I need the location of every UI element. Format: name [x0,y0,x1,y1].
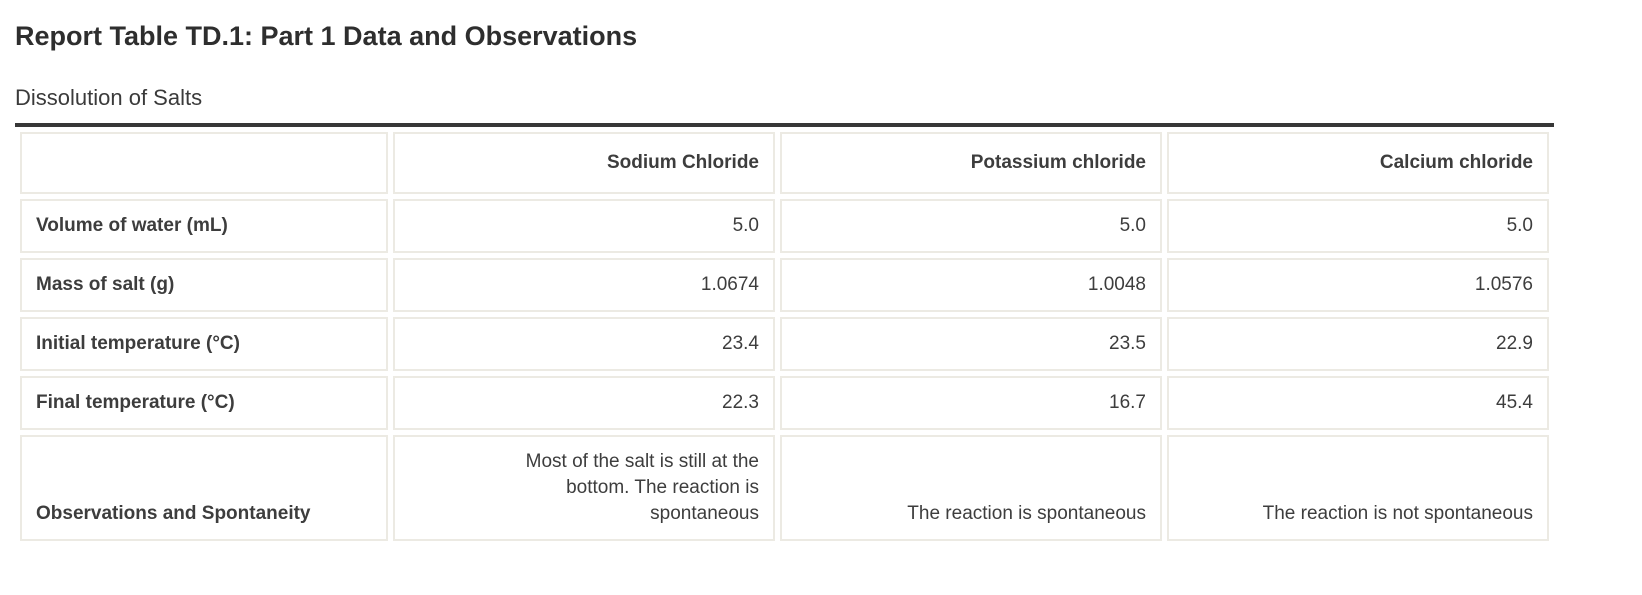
cell-observations-potassium: The reaction is spontaneous [780,435,1162,541]
cell-final-temp-sodium: 22.3 [393,376,775,430]
cell-final-temp-calcium: 45.4 [1167,376,1549,430]
cell-volume-potassium: 5.0 [780,199,1162,253]
cell-observations-sodium: Most of the salt is still at the bottom.… [393,435,775,541]
table-row-volume: Volume of water (mL) 5.0 5.0 5.0 [20,199,1549,253]
observation-text-sodium: Most of the salt is still at the bottom.… [525,451,759,524]
report-table: Sodium Chloride Potassium chloride Calci… [15,123,1554,546]
cell-volume-sodium: 5.0 [393,199,775,253]
cell-initial-temp-potassium: 23.5 [780,317,1162,371]
page-title: Report Table TD.1: Part 1 Data and Obser… [15,21,638,51]
cell-initial-temp-sodium: 23.4 [393,317,775,371]
row-label-volume: Volume of water (mL) [20,199,388,253]
cell-observations-calcium: The reaction is not spontaneous [1167,435,1549,541]
column-header-sodium-chloride: Sodium Chloride [393,132,775,194]
header-row: Sodium Chloride Potassium chloride Calci… [20,132,1549,194]
cell-mass-sodium: 1.0674 [393,258,775,312]
row-label-final-temp: Final temperature (°C) [20,376,388,430]
row-label-initial-temp: Initial temperature (°C) [20,317,388,371]
row-label-observations: Observations and Spontaneity [20,435,388,541]
table-subtitle: Dissolution of Salts [15,85,203,110]
table-row-observations: Observations and Spontaneity Most of the… [20,435,1549,541]
table-row-final-temp: Final temperature (°C) 22.3 16.7 45.4 [20,376,1549,430]
cell-final-temp-potassium: 16.7 [780,376,1162,430]
cell-mass-calcium: 1.0576 [1167,258,1549,312]
cell-initial-temp-calcium: 22.9 [1167,317,1549,371]
cell-volume-calcium: 5.0 [1167,199,1549,253]
table-row-mass: Mass of salt (g) 1.0674 1.0048 1.0576 [20,258,1549,312]
column-header-calcium-chloride: Calcium chloride [1167,132,1549,194]
report-page: Report Table TD.1: Part 1 Data and Obser… [0,21,1642,546]
table-row-initial-temp: Initial temperature (°C) 23.4 23.5 22.9 [20,317,1549,371]
corner-cell [20,132,388,194]
row-label-mass: Mass of salt (g) [20,258,388,312]
cell-mass-potassium: 1.0048 [780,258,1162,312]
column-header-potassium-chloride: Potassium chloride [780,132,1162,194]
